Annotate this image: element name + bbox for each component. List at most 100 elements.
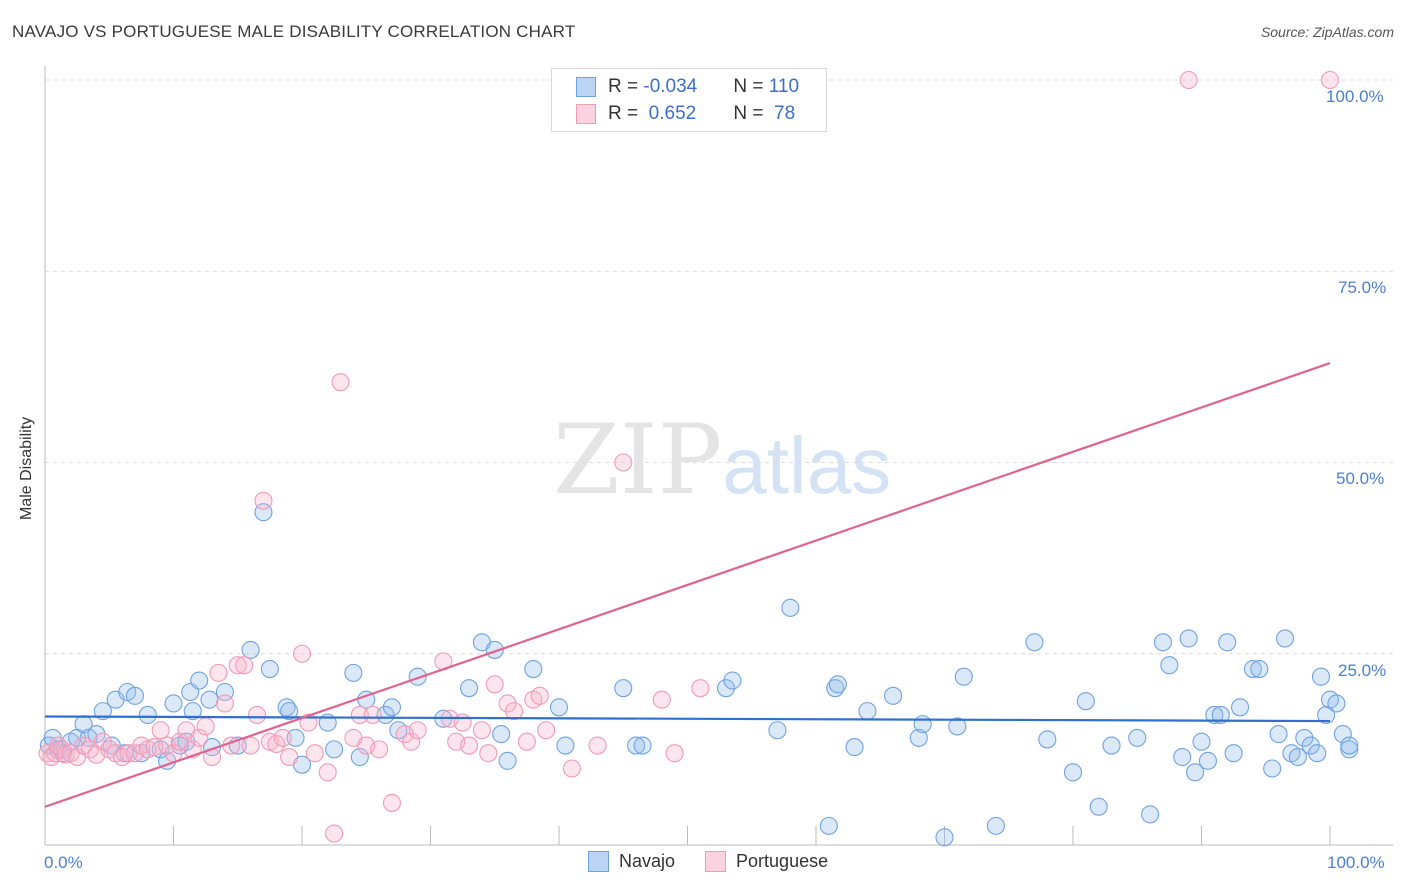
- navajo-point: [93, 702, 112, 721]
- navajo-point: [524, 659, 543, 679]
- portuguese-point: [453, 713, 472, 732]
- navajo-point: [1340, 740, 1359, 759]
- portuguese-point: [479, 744, 498, 763]
- portuguese-swatch: [576, 104, 596, 124]
- portuguese-point: [588, 736, 607, 755]
- grid-lines: [45, 79, 1393, 655]
- navajo-point: [280, 702, 299, 721]
- navajo-point: [1243, 659, 1262, 679]
- navajo-point: [260, 659, 279, 679]
- navajo-point: [633, 736, 652, 755]
- navajo-point: [138, 705, 157, 725]
- portuguese-point: [402, 732, 421, 751]
- portuguese-point: [325, 824, 344, 843]
- portuguese-point: [562, 759, 581, 778]
- navajo-point: [1179, 629, 1198, 648]
- legend-item-portuguese: Portuguese: [705, 851, 828, 872]
- navajo-point: [913, 715, 932, 734]
- navajo-point: [382, 698, 402, 717]
- navajo-point: [183, 702, 202, 721]
- portuguese-point: [691, 679, 710, 698]
- portuguese-point: [614, 453, 633, 472]
- navajo-point: [1102, 736, 1121, 755]
- y-tick-75: 75.0%: [1338, 278, 1387, 297]
- navajo-point: [1211, 705, 1230, 725]
- navajo-point: [87, 725, 106, 744]
- navajo-point: [1295, 728, 1314, 747]
- navajo-point: [1076, 692, 1095, 711]
- portuguese-point: [305, 744, 324, 763]
- navajo-point: [1205, 705, 1224, 725]
- navajo-point: [1308, 744, 1327, 763]
- navajo-point: [1301, 736, 1320, 755]
- navajo-point: [1025, 633, 1044, 652]
- portuguese-point: [530, 686, 549, 705]
- portuguese-point: [652, 690, 671, 709]
- navajo-point: [241, 640, 260, 659]
- navajo-point: [556, 736, 575, 755]
- legend: R = -0.034 N = 110 R = 0.652 N = 78: [551, 68, 827, 132]
- legend-row-portuguese: R = 0.652 N = 78: [576, 102, 795, 126]
- navajo-point: [164, 694, 183, 713]
- navajo-point: [1340, 736, 1359, 755]
- navajo-point: [1218, 633, 1237, 652]
- portuguese-point: [537, 721, 556, 740]
- navajo-point: [200, 690, 219, 709]
- portuguese-point: [382, 793, 402, 812]
- portuguese-legend-swatch: [705, 851, 727, 872]
- navajo-point: [1173, 747, 1192, 767]
- legend-r-label: R =: [608, 103, 644, 124]
- portuguese-point: [665, 744, 684, 763]
- navajo-point: [1141, 805, 1160, 824]
- portuguese-point: [318, 763, 337, 782]
- portuguese-trend-line: [44, 362, 1331, 808]
- y-tick-100: 100.0%: [1326, 87, 1384, 106]
- navajo-point: [1333, 725, 1352, 744]
- portuguese-point: [273, 728, 292, 747]
- portuguese-point: [350, 705, 369, 725]
- navajo-point: [1250, 659, 1269, 679]
- navajo-point: [376, 705, 395, 725]
- navajo-point: [858, 702, 877, 721]
- legend-row-navajo: R = -0.034 N = 110: [576, 75, 799, 99]
- legend-r-value: 0.652: [643, 103, 697, 124]
- portuguese-point: [209, 663, 228, 682]
- portuguese-point: [235, 656, 254, 675]
- navajo-point: [1153, 633, 1172, 652]
- navajo-point: [819, 816, 838, 835]
- portuguese-point: [517, 732, 536, 751]
- navajo-point: [1288, 747, 1307, 767]
- legend-item-navajo: Navajo: [588, 851, 675, 872]
- navajo-point: [1231, 698, 1250, 717]
- portuguese-legend-label: Portuguese: [736, 851, 829, 871]
- portuguese-point: [504, 702, 524, 721]
- portuguese-point: [190, 728, 209, 747]
- navajo-point: [1063, 763, 1083, 782]
- legend-n-label: N =: [733, 76, 769, 97]
- navajo-point: [884, 686, 903, 705]
- y-tick-25: 25.0%: [1338, 661, 1387, 680]
- navajo-swatch: [576, 77, 596, 97]
- navajo-point: [954, 667, 973, 686]
- navajo-point: [286, 728, 305, 747]
- source-label: Source: ZipAtlas.com: [1260, 24, 1394, 40]
- chart-title: NAVAJO VS PORTUGUESE MALE DISABILITY COR…: [12, 22, 576, 41]
- navajo-point: [1128, 728, 1147, 747]
- x-tick-max: 100.0%: [1327, 853, 1385, 872]
- navajo-point: [350, 747, 369, 767]
- navajo-point: [1317, 705, 1336, 725]
- portuguese-point: [1179, 70, 1198, 90]
- portuguese-point: [292, 644, 312, 663]
- watermark: ZIPatlas: [553, 404, 892, 516]
- navajo-point: [627, 736, 646, 755]
- portuguese-point: [1320, 70, 1340, 90]
- navajo-point: [1275, 629, 1295, 648]
- navajo-points: [39, 503, 1359, 847]
- navajo-point: [1089, 797, 1108, 816]
- navajo-point: [408, 667, 427, 686]
- x-tick-min: 0.0%: [44, 853, 83, 872]
- navajo-point: [549, 698, 569, 717]
- navajo-point: [1186, 763, 1205, 782]
- navajo-legend-label: Navajo: [619, 851, 676, 871]
